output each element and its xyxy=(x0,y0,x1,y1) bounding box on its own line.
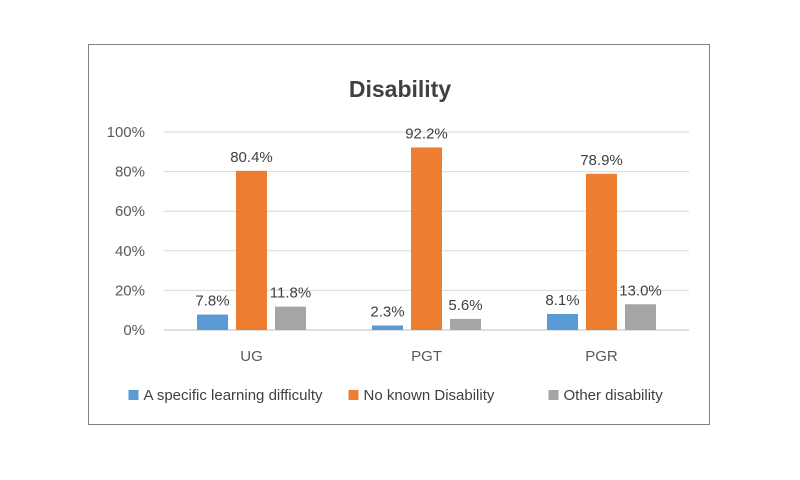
bar-pgt-series-2 xyxy=(411,147,442,330)
data-label: 78.9% xyxy=(580,152,623,169)
x-tick-label: UG xyxy=(240,348,263,365)
bar-pgr-series-3 xyxy=(625,304,656,330)
x-tick-label: PGT xyxy=(411,348,442,365)
legend-label: Other disability xyxy=(564,387,664,404)
x-tick-label: PGR xyxy=(585,348,618,365)
bar-pgt-series-1 xyxy=(372,325,403,330)
legend-swatch xyxy=(548,390,559,400)
data-labels: 7.8% 80.4% 11.8% 2.3% 92.2% 5.6% 8.1% 78.9% 13.0… xyxy=(195,125,661,320)
y-tick-label: 60% xyxy=(115,203,145,220)
data-label: 8.1% xyxy=(545,292,579,309)
legend-label: No known Disability xyxy=(364,387,495,404)
data-label: 80.4% xyxy=(230,149,273,166)
x-axis-ticks: UG PGT PGR xyxy=(240,348,618,365)
bar-ug-series-1 xyxy=(197,314,228,330)
y-tick-label: 0% xyxy=(123,322,145,339)
y-tick-label: 40% xyxy=(115,243,145,260)
chart-title: Disability xyxy=(349,76,451,102)
y-tick-label: 80% xyxy=(115,164,145,181)
data-label: 92.2% xyxy=(405,125,448,142)
data-label: 13.0% xyxy=(619,282,662,299)
bar-pgt-series-3 xyxy=(450,318,481,330)
data-label: 11.8% xyxy=(270,285,311,302)
bar-ug-series-2 xyxy=(236,170,267,330)
legend: A specific learning difficulty No known D… xyxy=(128,387,664,404)
legend-swatch xyxy=(348,390,359,400)
bar-pgr-series-2 xyxy=(586,173,617,330)
y-axis-ticks: 0% 20% 40% 60% 80% 100% xyxy=(107,124,145,339)
legend-swatch xyxy=(128,390,139,400)
chart-area: Disability 0% 20% 40% 60% 80% 100% 7.8% 80.4% 1… xyxy=(88,44,710,425)
bars xyxy=(197,147,656,330)
legend-label: A specific learning difficulty xyxy=(144,387,323,404)
bar-pgr-series-1 xyxy=(547,313,578,330)
y-tick-label: 100% xyxy=(107,124,145,141)
data-label: 5.6% xyxy=(448,297,482,314)
y-tick-label: 20% xyxy=(115,282,145,299)
data-label: 2.3% xyxy=(370,303,404,320)
bar-ug-series-3 xyxy=(275,306,306,330)
chart-svg: Disability 0% 20% 40% 60% 80% 100% 7.8% 80.4% 1… xyxy=(107,76,689,404)
data-label: 7.8% xyxy=(195,293,229,310)
